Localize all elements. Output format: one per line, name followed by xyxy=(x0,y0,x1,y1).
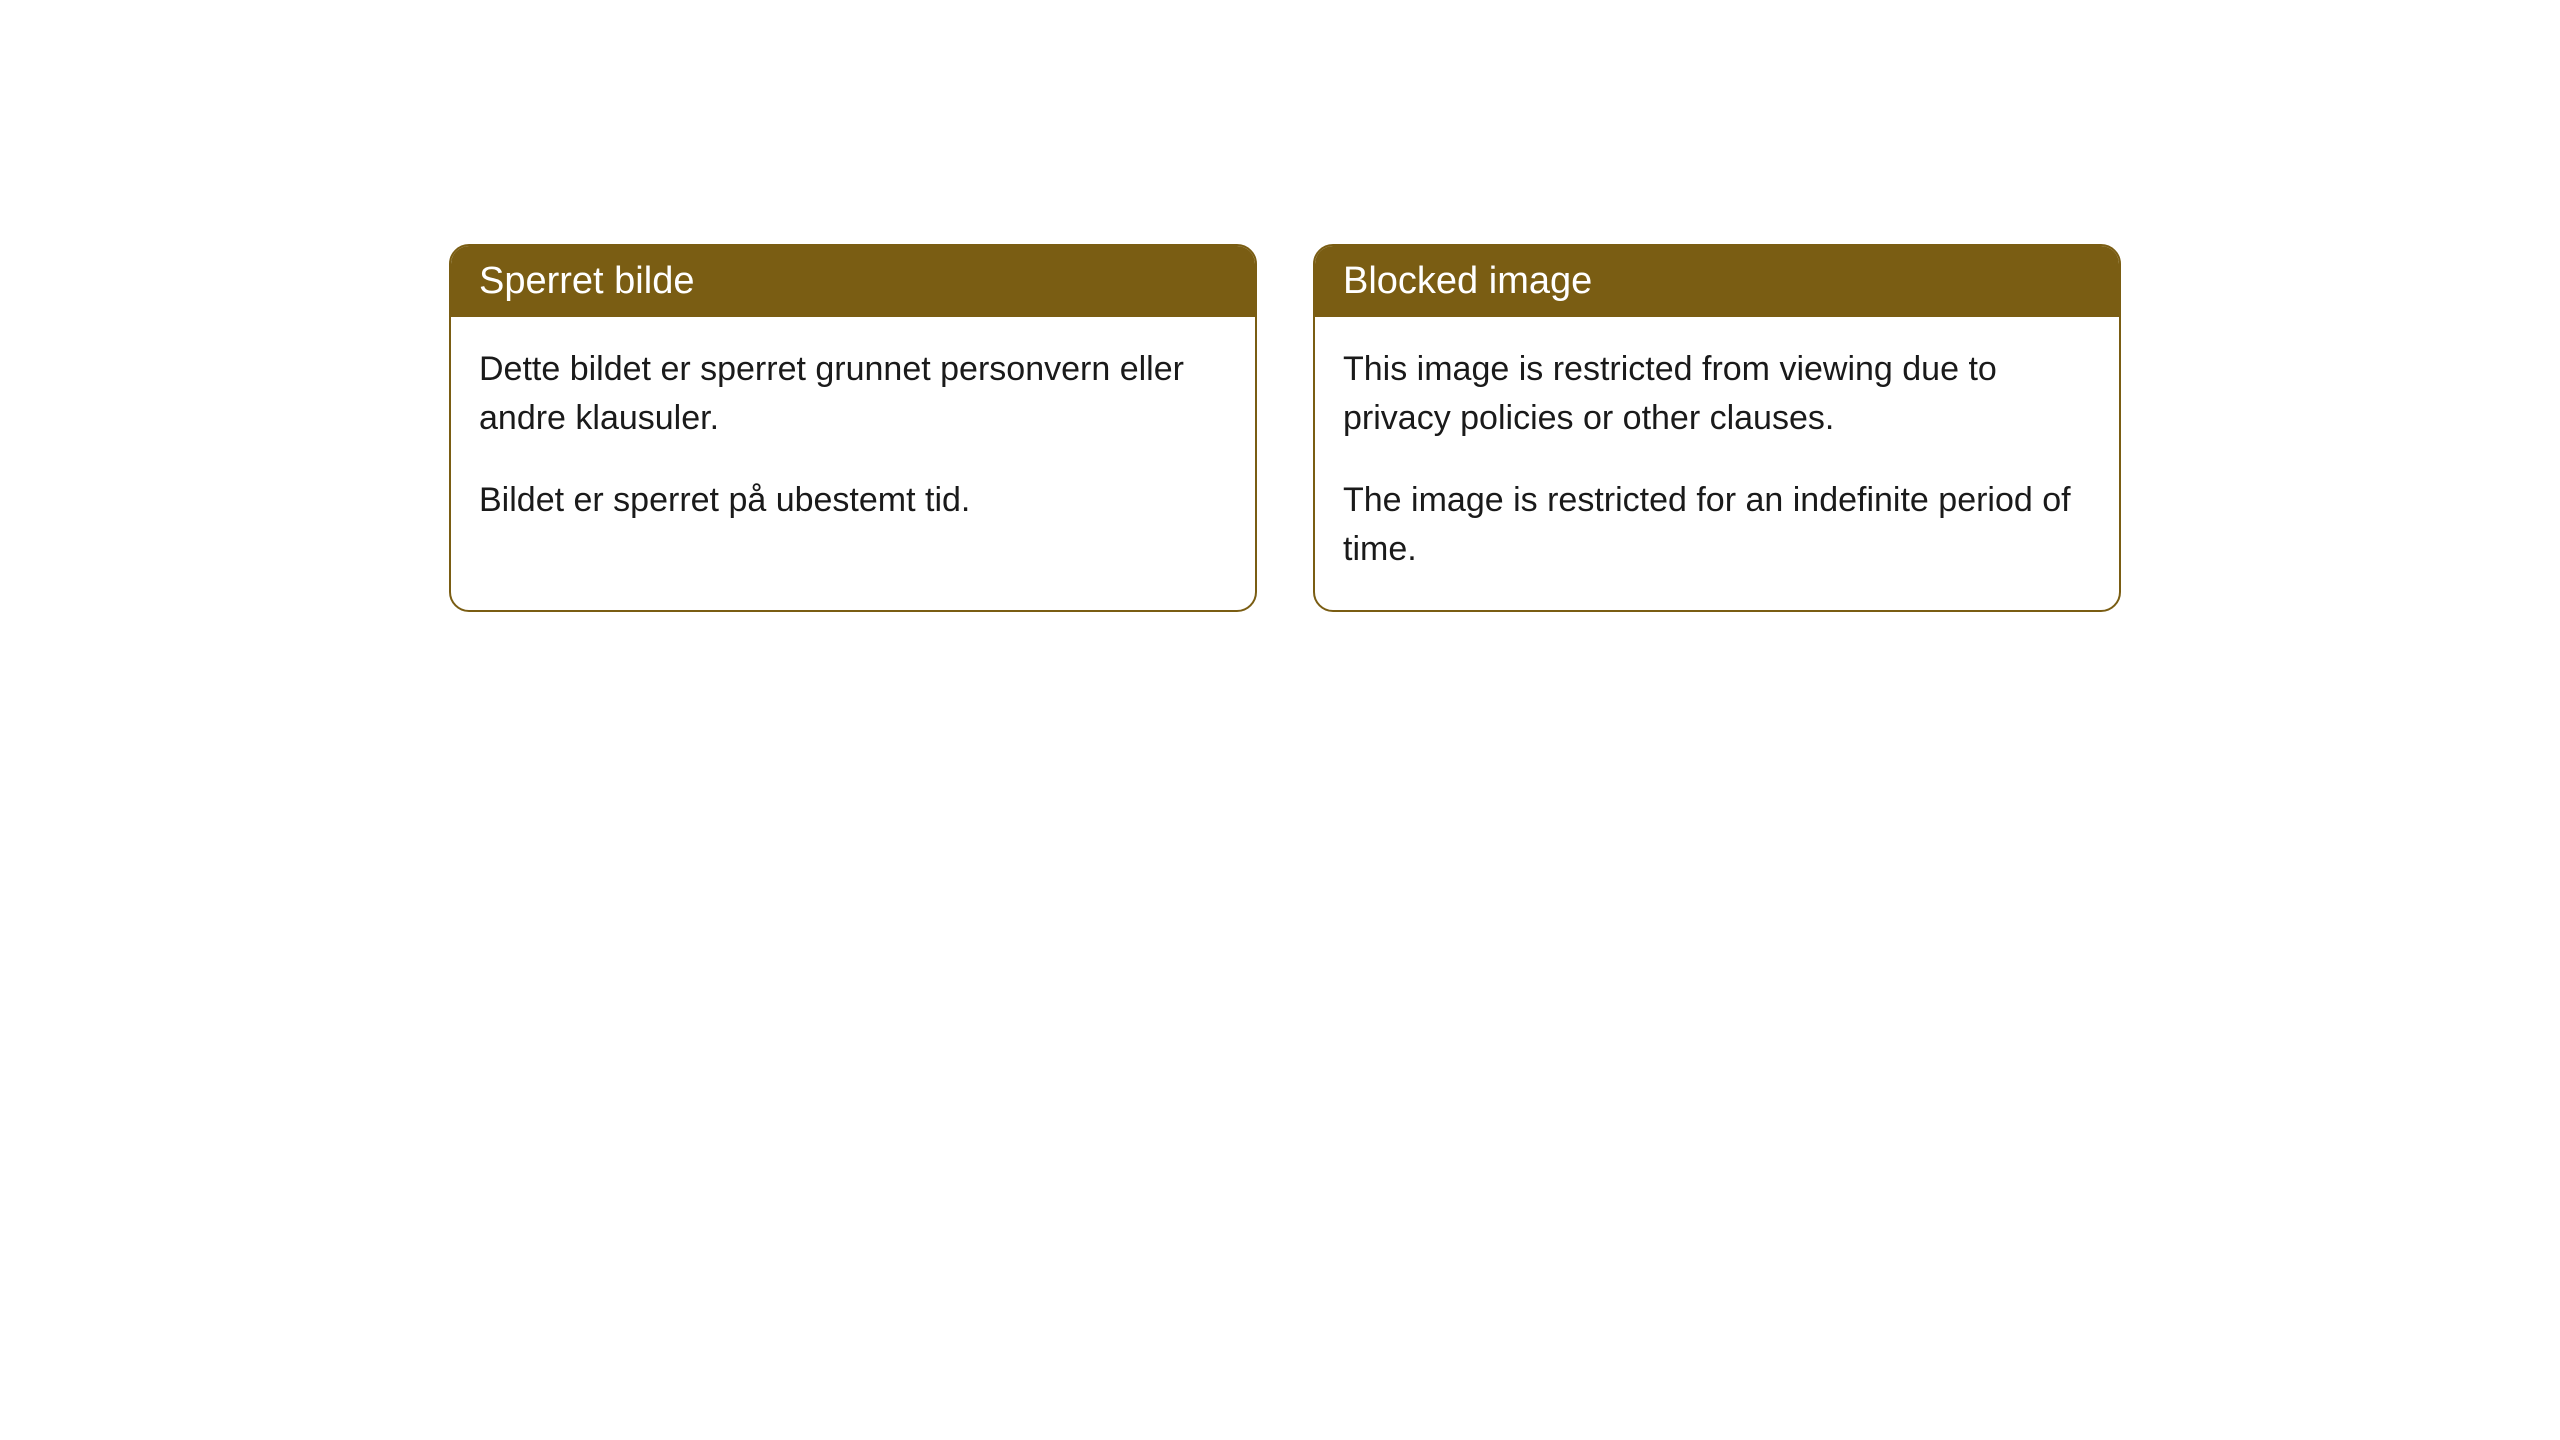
card-body-en: This image is restricted from viewing du… xyxy=(1315,317,2119,610)
blocked-image-card-en: Blocked image This image is restricted f… xyxy=(1313,244,2121,612)
card-header-no: Sperret bilde xyxy=(451,246,1255,317)
blocked-image-card-no: Sperret bilde Dette bildet er sperret gr… xyxy=(449,244,1257,612)
card-header-en: Blocked image xyxy=(1315,246,2119,317)
card-text-no-2: Bildet er sperret på ubestemt tid. xyxy=(479,476,1227,525)
card-text-en-1: This image is restricted from viewing du… xyxy=(1343,345,2091,444)
card-body-no: Dette bildet er sperret grunnet personve… xyxy=(451,317,1255,561)
cards-container: Sperret bilde Dette bildet er sperret gr… xyxy=(0,0,2560,612)
card-text-no-1: Dette bildet er sperret grunnet personve… xyxy=(479,345,1227,444)
card-text-en-2: The image is restricted for an indefinit… xyxy=(1343,476,2091,575)
